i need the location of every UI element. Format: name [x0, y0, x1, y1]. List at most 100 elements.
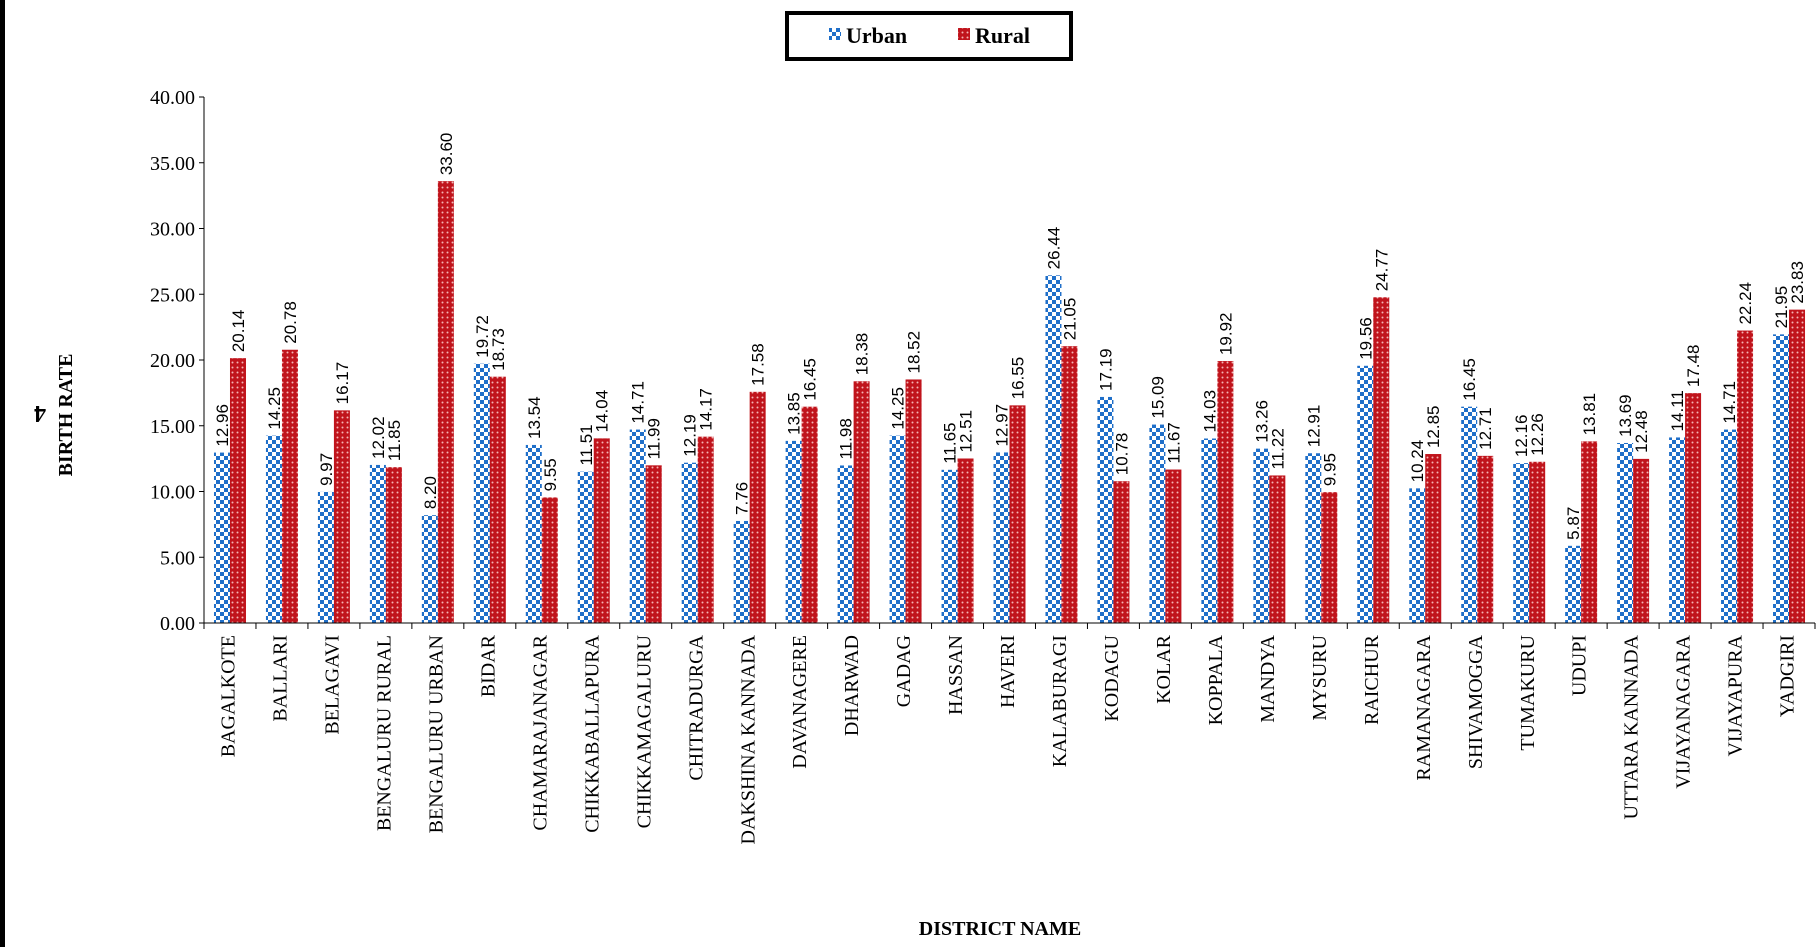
urban-value-label: 9.97	[317, 453, 336, 486]
urban-value-label: 17.19	[1096, 348, 1115, 391]
rural-value-label: 16.17	[333, 362, 352, 405]
urban-value-label: 12.97	[993, 404, 1012, 447]
rural-value-label: 18.38	[853, 333, 872, 376]
urban-bar	[1721, 429, 1738, 623]
rural-value-label: 23.83	[1788, 261, 1807, 304]
legend: Urban Rural	[785, 11, 1073, 61]
category-label: TUMAKURU	[1517, 634, 1539, 750]
urban-bar	[993, 452, 1010, 623]
urban-value-label: 12.19	[681, 414, 700, 457]
category-label: CHIKKABALLAPURA	[581, 634, 603, 832]
y-tick-label: 40.00	[150, 87, 195, 109]
rural-bar	[645, 465, 662, 623]
urban-bar	[941, 469, 958, 623]
urban-value-label: 12.02	[369, 416, 388, 459]
rural-value-label: 11.67	[1164, 422, 1183, 463]
legend-rural-label: Rural	[975, 23, 1030, 48]
category-label: BIDAR	[477, 634, 499, 697]
rural-bar	[229, 358, 246, 623]
rural-bar	[1373, 297, 1390, 623]
rural-bar	[333, 410, 350, 623]
urban-value-label: 10.24	[1408, 440, 1427, 483]
category-label: GADAG	[893, 635, 915, 707]
urban-bar	[1305, 453, 1322, 623]
y-tick-label: 0.00	[160, 613, 195, 635]
category-label: DAVANAGERE	[789, 635, 811, 769]
rural-value-label: 12.26	[1528, 413, 1547, 456]
category-label: BENGALURU URBAN	[425, 635, 447, 833]
rural-bar	[1165, 469, 1182, 623]
y-axis-title: BIRTH RATE	[55, 354, 77, 477]
urban-bar	[1409, 488, 1426, 623]
category-label: KOPPALA	[1205, 634, 1227, 725]
urban-bar	[213, 452, 230, 623]
rural-value-label: 19.92	[1216, 313, 1235, 356]
category-label: UTTARA KANNADA	[1621, 634, 1643, 819]
rural-value-label: 16.55	[1009, 357, 1028, 400]
urban-value-label: 14.11	[1668, 390, 1687, 431]
urban-bar	[1253, 448, 1270, 623]
urban-value-label: 8.20	[421, 476, 440, 509]
urban-value-label: 19.56	[1356, 317, 1375, 360]
urban-value-label: 14.71	[629, 381, 648, 424]
rural-bar	[541, 497, 558, 623]
rural-value-label: 17.58	[749, 343, 768, 386]
urban-bar	[369, 464, 386, 623]
rural-bar	[1009, 405, 1026, 623]
legend-urban-swatch	[829, 28, 841, 40]
rural-bar	[1217, 361, 1234, 623]
category-label: HAVERI	[997, 635, 1019, 708]
category-label: BAGALKOTE	[218, 635, 240, 757]
urban-bar	[785, 440, 802, 623]
category-label: VIJAYANAGARA	[1673, 634, 1695, 788]
rural-bar	[1269, 475, 1286, 623]
rural-bar	[1425, 454, 1442, 623]
category-label: BALLARI	[270, 635, 292, 722]
urban-bar	[1149, 424, 1166, 623]
rural-value-label: 22.24	[1736, 282, 1755, 325]
rural-value-label: 24.77	[1372, 249, 1391, 292]
urban-value-label: 15.09	[1148, 376, 1167, 419]
urban-bar	[837, 465, 854, 623]
rural-value-label: 14.04	[593, 390, 612, 433]
y-tick-label: 15.00	[150, 416, 195, 438]
y-tick-label: 35.00	[150, 153, 195, 175]
urban-bar	[1773, 334, 1790, 623]
rural-bar	[749, 391, 766, 623]
rural-bar	[957, 458, 974, 623]
rural-bar	[593, 438, 610, 623]
rural-bar	[1633, 458, 1650, 623]
urban-bar	[1097, 396, 1114, 623]
category-label: RAICHUR	[1361, 634, 1383, 725]
legend-urban-label: Urban	[846, 23, 907, 48]
y-tick-label: 25.00	[150, 284, 195, 306]
urban-bar	[1513, 463, 1530, 623]
urban-bar	[265, 435, 282, 623]
category-label: DHARWAD	[841, 635, 863, 736]
urban-value-label: 12.16	[1512, 415, 1531, 458]
rural-value-label: 20.78	[281, 301, 300, 344]
rural-bar	[489, 376, 506, 623]
category-label: CHITRADURGA	[685, 634, 707, 780]
urban-bar	[1565, 545, 1582, 623]
urban-value-label: 7.76	[733, 482, 752, 515]
x-axis-title: DISTRICT NAME	[919, 918, 1081, 940]
rural-value-label: 21.05	[1060, 298, 1079, 341]
urban-value-label: 12.96	[213, 404, 232, 447]
urban-value-label: 14.03	[1200, 390, 1219, 433]
rural-bar	[1529, 461, 1546, 623]
rural-value-label: 11.99	[645, 418, 664, 459]
urban-value-label: 13.26	[1252, 400, 1271, 443]
y-tick-label: 30.00	[150, 219, 195, 241]
category-label: KOLAR	[1153, 634, 1175, 704]
urban-value-label: 5.87	[1564, 507, 1583, 540]
urban-value-label: 13.69	[1616, 394, 1635, 437]
urban-value-label: 11.65	[941, 423, 960, 464]
urban-bar	[1201, 438, 1218, 623]
urban-value-label: 13.85	[785, 392, 804, 435]
rural-value-label: 9.55	[541, 458, 560, 491]
y-tick-label: 10.00	[150, 482, 195, 504]
category-label: MANDYA	[1257, 634, 1279, 722]
urban-value-label: 21.95	[1772, 286, 1791, 329]
urban-bar	[577, 471, 594, 623]
